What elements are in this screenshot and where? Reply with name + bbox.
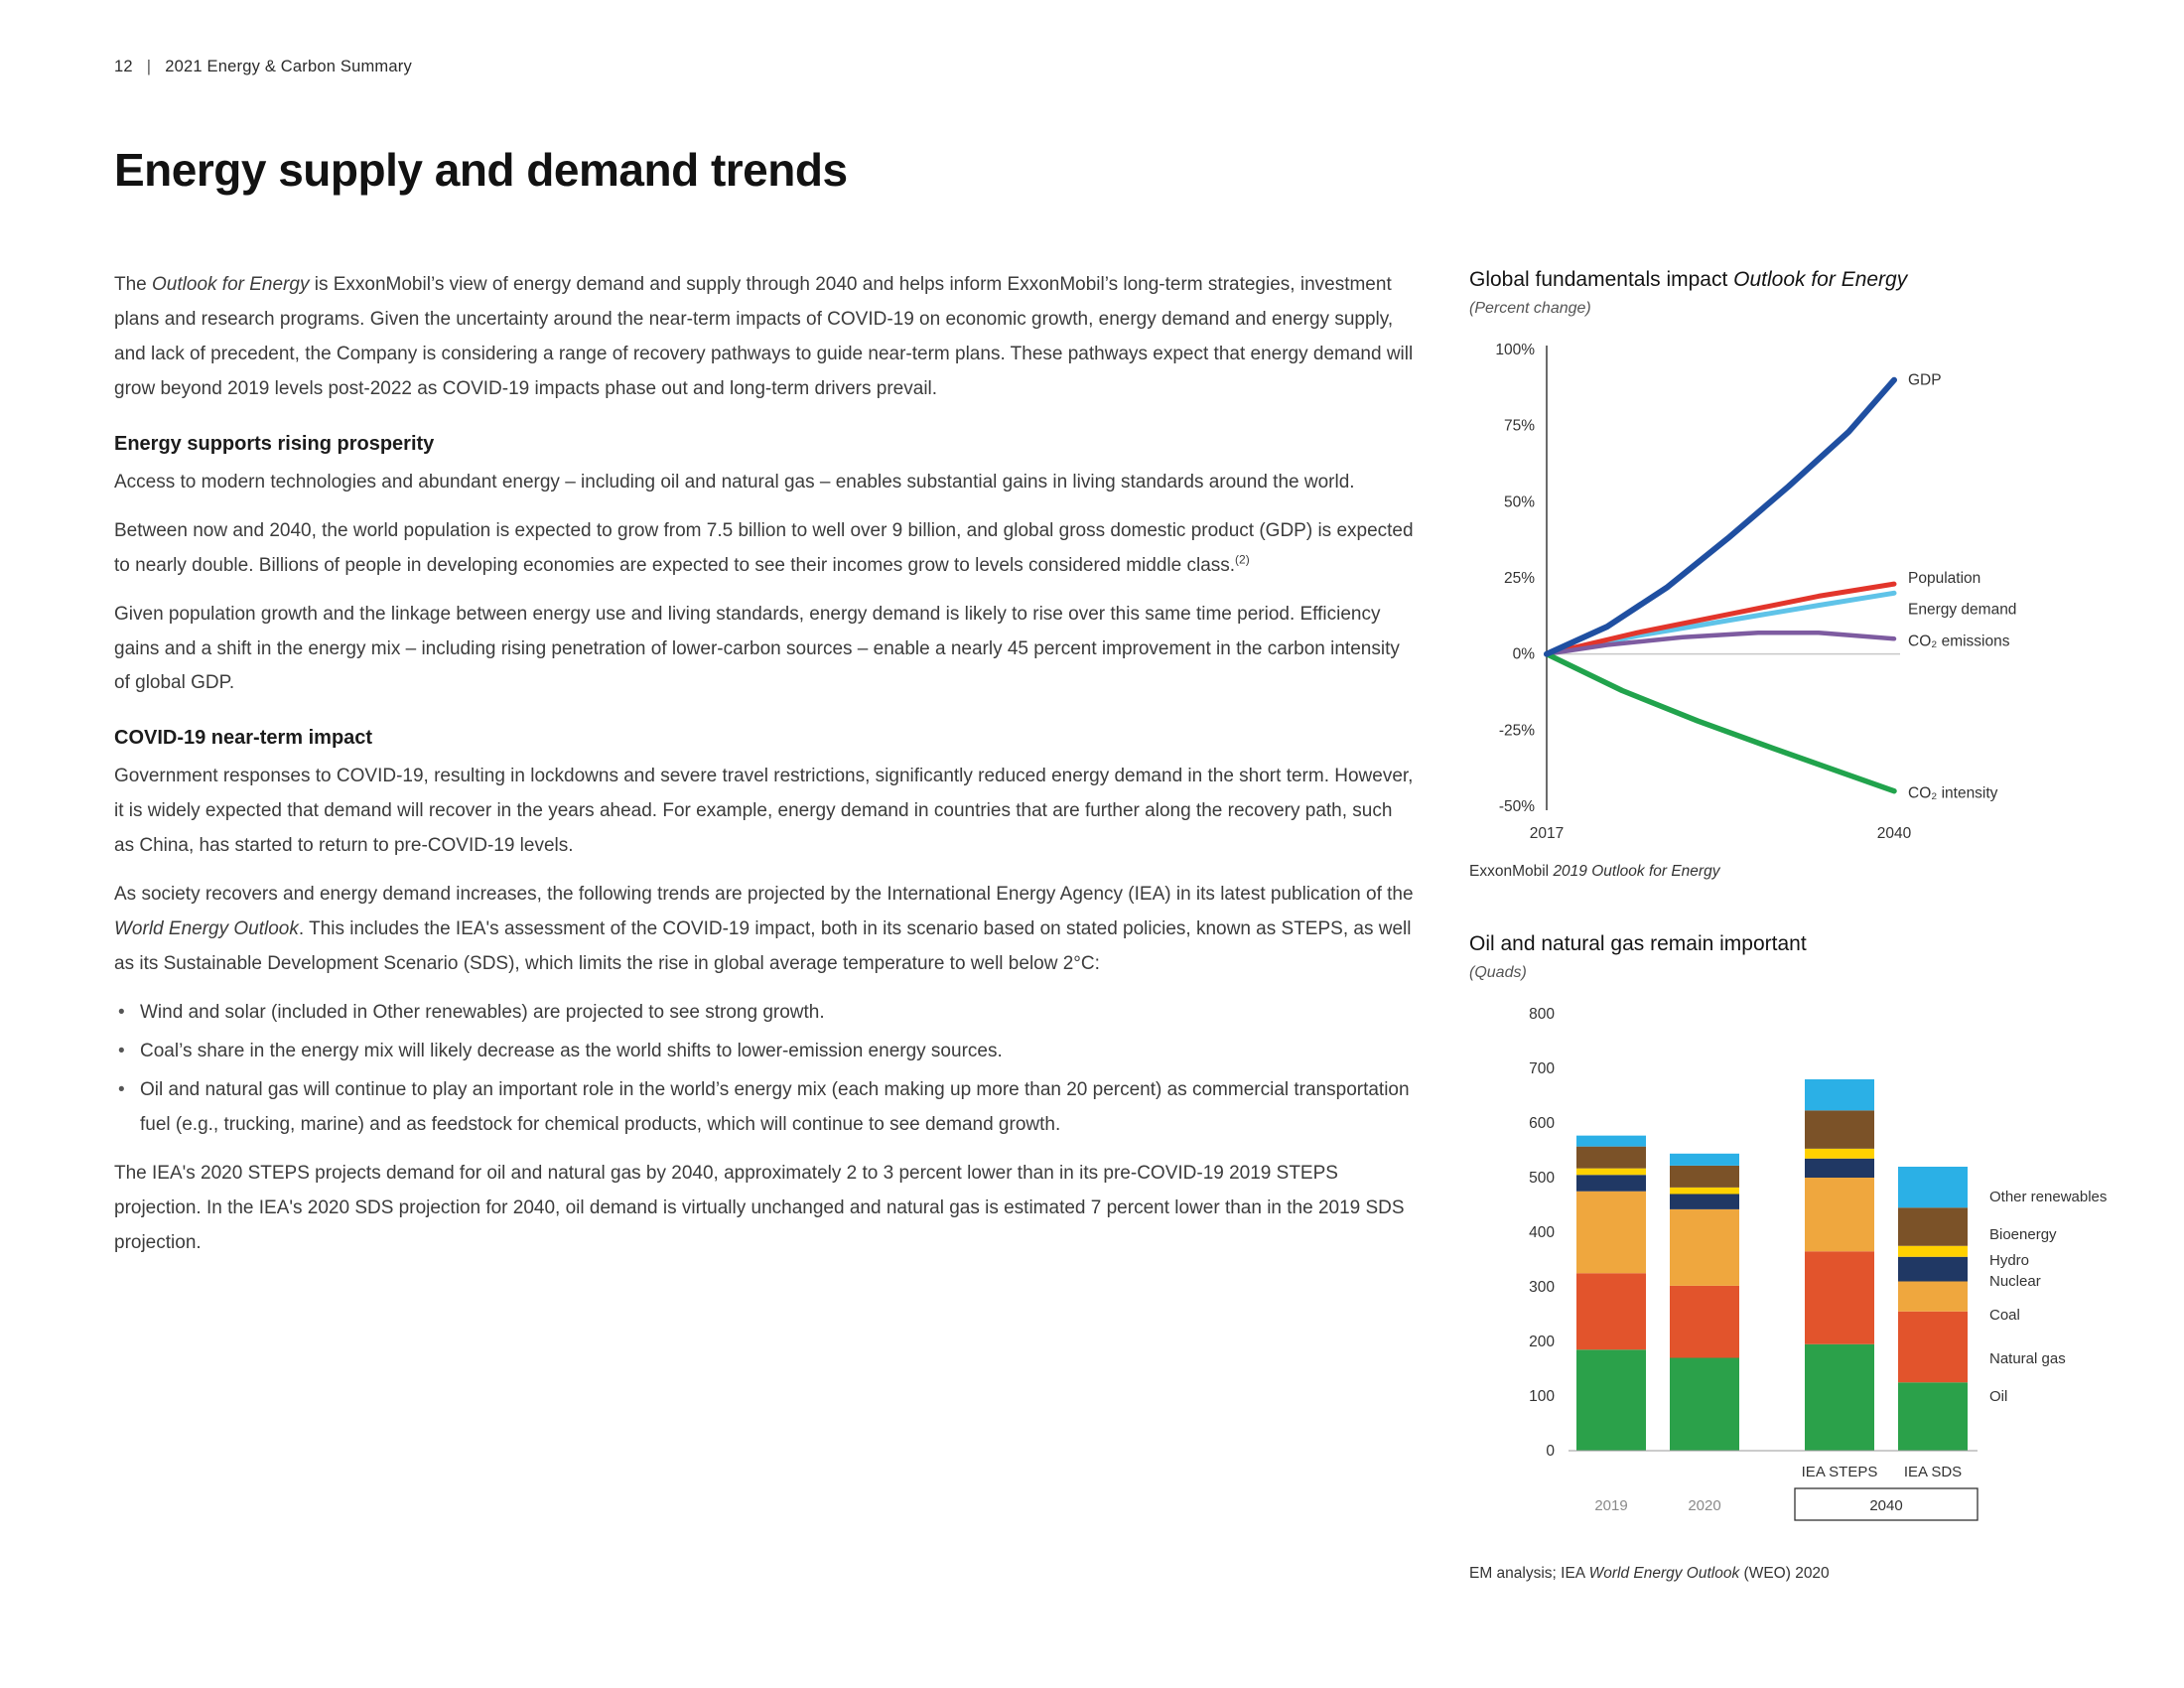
covid-paragraph-2: As society recovers and energy demand in… xyxy=(114,878,1415,982)
svg-text:2020: 2020 xyxy=(1688,1497,1720,1514)
svg-text:300: 300 xyxy=(1529,1279,1555,1296)
bullet-oil-gas: Oil and natural gas will continue to pla… xyxy=(114,1073,1415,1143)
page-number: 12 xyxy=(114,58,133,75)
svg-text:Oil: Oil xyxy=(1989,1388,2007,1405)
svg-text:75%: 75% xyxy=(1504,418,1535,435)
line-chart-source-pre: ExxonMobil xyxy=(1469,862,1554,880)
svg-text:Coal: Coal xyxy=(1989,1307,2020,1324)
section-heading-covid: COVID-19 near-term impact xyxy=(114,727,373,750)
section-heading-prosperity: Energy supports rising prosperity xyxy=(114,432,435,455)
prosperity-paragraph-3: Given population growth and the linkage … xyxy=(114,603,1400,694)
svg-text:GDP: GDP xyxy=(1908,372,1942,389)
svg-text:50%: 50% xyxy=(1504,493,1535,510)
covid-paragraph-3: The IEA's 2020 STEPS projects demand for… xyxy=(114,1162,1405,1253)
bullet-wind-solar: Wind and solar (included in Other renewa… xyxy=(114,996,1415,1031)
footnote-ref: (2) xyxy=(1235,552,1250,567)
doc-header: 12 | 2021 Energy & Carbon Summary xyxy=(114,58,2115,76)
svg-text:CO₂ emissions: CO₂ emissions xyxy=(1908,633,2010,649)
svg-text:2019: 2019 xyxy=(1594,1497,1627,1514)
intro-rest: is ExxonMobil’s view of energy demand an… xyxy=(114,273,1414,399)
line-chart-section: Global fundamentals impact Outlook for E… xyxy=(1469,268,2124,881)
svg-text:Energy demand: Energy demand xyxy=(1908,601,2016,618)
global-fundamentals-line-chart: 100% 75% 50% 25% 0% -25% -50% 2017 2040 Energy de… xyxy=(1495,342,2016,842)
bar-chart-subtitle: (Quads) xyxy=(1469,963,1527,981)
svg-text:Population: Population xyxy=(1908,570,1980,587)
line-chart-source: ExxonMobil 2019 Outlook for Energy xyxy=(1469,863,2124,881)
svg-text:-25%: -25% xyxy=(1499,722,1535,739)
covid-p2-italic: World Energy Outlook xyxy=(114,918,299,940)
intro-text: The xyxy=(114,273,153,295)
svg-text:800: 800 xyxy=(1529,1006,1555,1023)
svg-text:-50%: -50% xyxy=(1499,798,1535,815)
svg-text:0%: 0% xyxy=(1513,646,1536,663)
body-text-column: The Outlook for Energy is ExxonMobil’s v… xyxy=(114,268,1415,1583)
intro-italic: Outlook for Energy xyxy=(152,273,310,295)
content: The Outlook for Energy is ExxonMobil’s v… xyxy=(114,268,2115,1583)
oil-gas-stacked-bar-chart: 0 100 200 300 400 500 600 700 800 Other renewable… xyxy=(1529,1006,2107,1521)
svg-text:2017: 2017 xyxy=(1530,825,1564,842)
svg-text:IEA SDS: IEA SDS xyxy=(1904,1464,1962,1480)
bar-chart-source-pre: EM analysis; IEA xyxy=(1469,1564,1589,1582)
svg-text:CO₂ intensity: CO₂ intensity xyxy=(1908,785,1998,802)
svg-text:Bioenergy: Bioenergy xyxy=(1989,1226,2057,1243)
trend-bullet-list: Wind and solar (included in Other renewa… xyxy=(114,996,1415,1143)
svg-text:IEA STEPS: IEA STEPS xyxy=(1802,1464,1878,1480)
bar-chart-source-italic: World Energy Outlook xyxy=(1588,1564,1740,1582)
prosperity-p2-text: Between now and 2040, the world populati… xyxy=(114,519,1414,576)
svg-text:Nuclear: Nuclear xyxy=(1989,1273,2041,1290)
svg-text:Natural gas: Natural gas xyxy=(1989,1350,2066,1367)
svg-text:0: 0 xyxy=(1546,1443,1555,1460)
covid-p2-pre: As society recovers and energy demand in… xyxy=(114,884,1414,906)
bar-chart-section: Oil and natural gas remain important (Qu… xyxy=(1469,932,2124,1583)
svg-text:200: 200 xyxy=(1529,1334,1555,1350)
svg-text:100%: 100% xyxy=(1495,342,1535,358)
line-chart-title-italic: Outlook for Energy xyxy=(1733,267,1908,291)
charts-column: Global fundamentals impact Outlook for E… xyxy=(1469,268,2124,1583)
intro-paragraph: The Outlook for Energy is ExxonMobil’s v… xyxy=(114,268,1415,407)
bar-chart-source-post: (WEO) 2020 xyxy=(1739,1564,1830,1582)
prosperity-paragraph-2: Between now and 2040, the world populati… xyxy=(114,514,1415,584)
svg-text:25%: 25% xyxy=(1504,570,1535,587)
line-chart-source-italic: 2019 Outlook for Energy xyxy=(1553,862,1720,880)
line-chart-subtitle: (Percent change) xyxy=(1469,299,1591,317)
bullet-coal: Coal’s share in the energy mix will like… xyxy=(114,1035,1415,1069)
line-chart-title: Global fundamentals impact Outlook for E… xyxy=(1469,268,2124,292)
covid-paragraph-1: Government responses to COVID-19, result… xyxy=(114,766,1414,857)
covid-p2-rest: . This includes the IEA's assessment of … xyxy=(114,918,1412,975)
svg-text:Hydro: Hydro xyxy=(1989,1252,2029,1269)
prosperity-paragraph-1: Access to modern technologies and abunda… xyxy=(114,471,1355,492)
svg-text:600: 600 xyxy=(1529,1115,1555,1132)
bar-chart-title: Oil and natural gas remain important xyxy=(1469,931,1807,955)
svg-text:100: 100 xyxy=(1529,1388,1555,1405)
svg-text:400: 400 xyxy=(1529,1224,1555,1241)
svg-text:500: 500 xyxy=(1529,1170,1555,1187)
line-chart-title-pre: Global fundamentals impact xyxy=(1469,267,1734,291)
svg-text:Other renewables: Other renewables xyxy=(1989,1189,2107,1205)
bar-chart-source: EM analysis; IEA World Energy Outlook (W… xyxy=(1469,1565,2124,1583)
page-title: Energy supply and demand trends xyxy=(114,144,848,196)
header-separator: | xyxy=(146,58,152,75)
svg-text:2040: 2040 xyxy=(1877,825,1912,842)
svg-text:700: 700 xyxy=(1529,1060,1555,1077)
doc-title: 2021 Energy & Carbon Summary xyxy=(165,58,412,75)
svg-text:2040: 2040 xyxy=(1869,1497,1902,1514)
